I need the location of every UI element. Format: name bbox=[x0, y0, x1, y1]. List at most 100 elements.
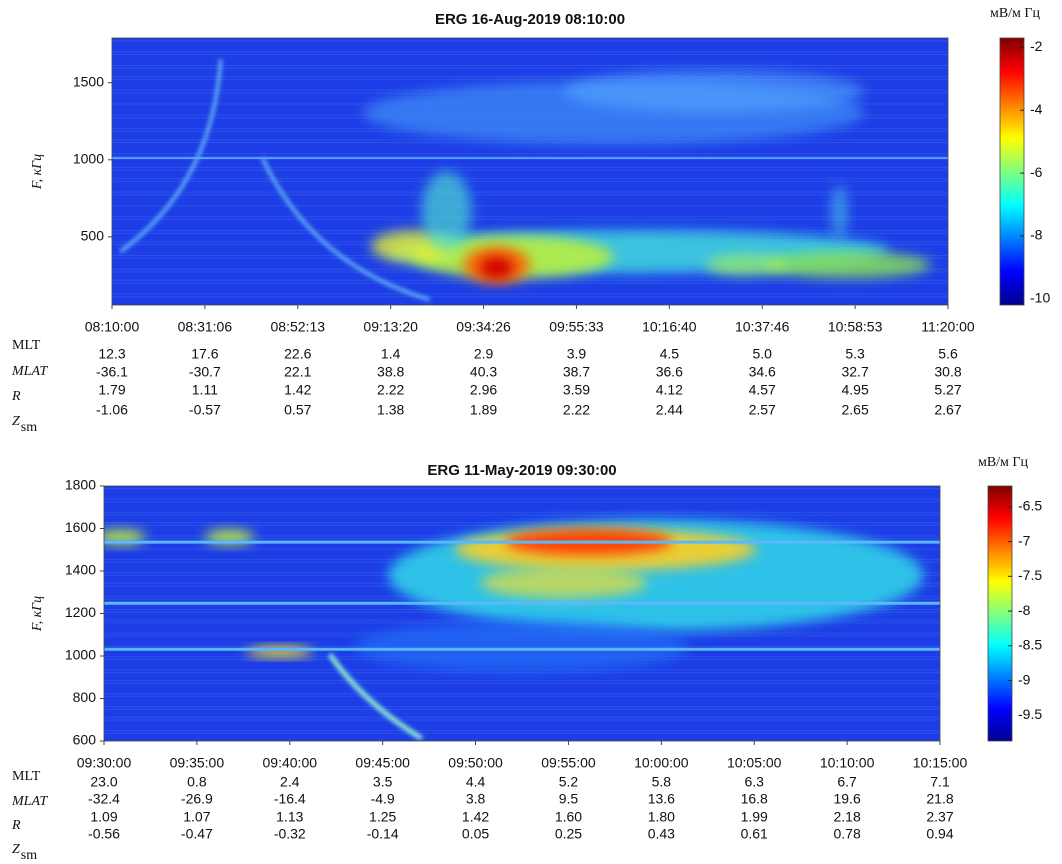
emission-trace bbox=[327, 652, 423, 741]
colorbar-tick-label: -4 bbox=[1030, 101, 1043, 117]
ephemeris-value: 9.5 bbox=[559, 791, 579, 807]
x-tick-label: 09:40:00 bbox=[263, 755, 318, 771]
ephemeris-value: 2.96 bbox=[470, 382, 497, 398]
ephemeris-value: 2.44 bbox=[656, 402, 683, 418]
x-tick-label: 09:13:20 bbox=[363, 319, 418, 335]
ephemeris-value: 38.8 bbox=[377, 364, 404, 380]
ephemeris-value: 4.57 bbox=[749, 382, 776, 398]
ephemeris-value: 1.07 bbox=[183, 809, 210, 825]
ephemeris-value: 1.80 bbox=[648, 809, 675, 825]
ephemeris-value: 0.05 bbox=[462, 826, 489, 842]
ephemeris-value: 38.7 bbox=[563, 364, 590, 380]
ephemeris-value: 17.6 bbox=[191, 346, 218, 362]
ephemeris-value: -26.9 bbox=[181, 791, 213, 807]
ephemeris-value: 2.65 bbox=[841, 402, 868, 418]
ephemeris-value: 5.6 bbox=[938, 346, 958, 362]
x-tick-label: 09:34:26 bbox=[456, 319, 511, 335]
ephemeris-value: 0.57 bbox=[284, 402, 311, 418]
ephemeris-label: Z bbox=[12, 414, 20, 429]
ephemeris-value: -32.4 bbox=[88, 791, 120, 807]
colorbar-label: мВ/м Гц bbox=[990, 6, 1041, 21]
ephemeris-value: 4.12 bbox=[656, 382, 683, 398]
x-tick-label: 09:50:00 bbox=[448, 755, 503, 771]
ephemeris-value: 19.6 bbox=[833, 791, 860, 807]
colorbar-tick-label: -8 bbox=[1018, 602, 1031, 618]
ephemeris-value: -0.32 bbox=[274, 826, 306, 842]
ephemeris-value: 1.42 bbox=[284, 382, 311, 398]
ephemeris-value: 1.89 bbox=[470, 402, 497, 418]
ephemeris-value: 6.7 bbox=[837, 774, 857, 790]
ephemeris-value: 34.6 bbox=[749, 364, 776, 380]
y-tick-label: 500 bbox=[81, 228, 105, 244]
ephemeris-value: 7.1 bbox=[930, 774, 950, 790]
ephemeris-value: 21.8 bbox=[926, 791, 953, 807]
colorbar bbox=[999, 37, 1025, 306]
x-tick-label: 11:20:00 bbox=[921, 319, 975, 335]
ephemeris-value: -0.14 bbox=[367, 826, 399, 842]
y-tick-label: 1000 bbox=[65, 647, 96, 663]
ephemeris-value: 2.22 bbox=[377, 382, 404, 398]
emission bbox=[830, 184, 848, 239]
x-tick-label: 10:16:40 bbox=[642, 319, 697, 335]
ephemeris-value: 0.61 bbox=[741, 826, 768, 842]
colorbar bbox=[987, 485, 1013, 742]
ephemeris-value: 5.3 bbox=[845, 346, 865, 362]
ephemeris-value: 5.2 bbox=[559, 774, 579, 790]
ephemeris-value: 5.27 bbox=[934, 382, 961, 398]
y-tick-label: 1200 bbox=[65, 604, 96, 620]
ephemeris-value: 1.99 bbox=[741, 809, 768, 825]
ephemeris-value: 2.67 bbox=[934, 402, 961, 418]
ephemeris-value: 12.3 bbox=[98, 346, 125, 362]
colorbar-tick-label: -2 bbox=[1030, 38, 1043, 54]
ephemeris-label: Z bbox=[12, 842, 20, 857]
ephemeris-value: -30.7 bbox=[189, 364, 221, 380]
ephemeris-value: -16.4 bbox=[274, 791, 306, 807]
x-tick-label: 10:05:00 bbox=[727, 755, 782, 771]
ephemeris-label: R bbox=[11, 818, 21, 833]
ephemeris-value: 5.8 bbox=[652, 774, 672, 790]
ephemeris-value: 40.3 bbox=[470, 364, 497, 380]
y-tick-label: 1800 bbox=[65, 477, 96, 493]
plot-frame bbox=[111, 37, 949, 306]
x-tick-label: 09:30:00 bbox=[77, 755, 132, 771]
ephemeris-value: 1.11 bbox=[192, 382, 218, 398]
ephemeris-value: 3.9 bbox=[567, 346, 587, 362]
ephemeris-label: MLT bbox=[12, 338, 41, 353]
x-tick-label: 09:35:00 bbox=[170, 755, 225, 771]
ephemeris-label: MLT bbox=[12, 769, 41, 784]
chart-title: ERG 16-Aug-2019 08:10:00 bbox=[435, 11, 625, 28]
ephemeris-value: 32.7 bbox=[841, 364, 868, 380]
ephemeris-label: R bbox=[11, 389, 21, 404]
x-tick-label: 10:15:00 bbox=[913, 755, 968, 771]
ephemeris-value: 16.8 bbox=[741, 791, 768, 807]
ephemeris-value: -0.57 bbox=[189, 402, 221, 418]
ephemeris-value: 22.6 bbox=[284, 346, 311, 362]
ephemeris-value: 4.4 bbox=[466, 774, 486, 790]
colorbar-tick-label: -9.5 bbox=[1018, 706, 1042, 722]
ephemeris-value: 3.8 bbox=[466, 791, 486, 807]
ephemeris-value: -0.47 bbox=[181, 826, 213, 842]
colorbar-tick-label: -7.5 bbox=[1018, 567, 1042, 583]
ephemeris-value: 1.13 bbox=[276, 809, 303, 825]
y-tick-label: 1000 bbox=[73, 150, 104, 166]
y-axis-label: F, кГц bbox=[30, 154, 45, 190]
ephemeris-value: -36.1 bbox=[96, 364, 128, 380]
x-tick-label: 08:10:00 bbox=[85, 319, 140, 335]
y-tick-label: 1400 bbox=[65, 562, 96, 578]
spectrogram bbox=[112, 38, 948, 305]
emission bbox=[705, 254, 790, 276]
colorbar-tick-label: -6 bbox=[1030, 164, 1043, 180]
x-tick-label: 10:37:46 bbox=[735, 319, 790, 335]
emission-trace bbox=[119, 59, 431, 302]
emission bbox=[479, 256, 514, 279]
y-tick-label: 1500 bbox=[73, 73, 104, 89]
colorbar-tick-label: -8 bbox=[1030, 227, 1043, 243]
ephemeris-value: 2.22 bbox=[563, 402, 590, 418]
emission bbox=[354, 621, 690, 673]
emission bbox=[563, 70, 865, 113]
emission bbox=[480, 567, 648, 599]
y-tick-label: 1600 bbox=[65, 519, 96, 535]
ephemeris-value: 0.43 bbox=[648, 826, 675, 842]
emission bbox=[421, 171, 472, 252]
